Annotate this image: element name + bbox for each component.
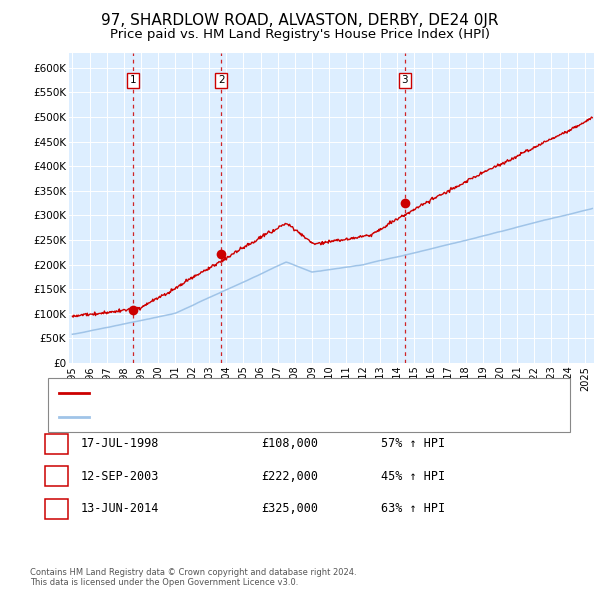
Text: 57% ↑ HPI: 57% ↑ HPI: [381, 437, 445, 450]
Text: 1: 1: [53, 437, 60, 450]
Text: 2: 2: [218, 75, 224, 85]
Text: 97, SHARDLOW ROAD, ALVASTON, DERBY, DE24 0JR: 97, SHARDLOW ROAD, ALVASTON, DERBY, DE24…: [101, 13, 499, 28]
Text: 13-JUN-2014: 13-JUN-2014: [81, 502, 160, 515]
Text: 17-JUL-1998: 17-JUL-1998: [81, 437, 160, 450]
Text: 97, SHARDLOW ROAD, ALVASTON, DERBY, DE24 0JR (detached house): 97, SHARDLOW ROAD, ALVASTON, DERBY, DE24…: [97, 388, 461, 398]
Text: Contains HM Land Registry data © Crown copyright and database right 2024.
This d: Contains HM Land Registry data © Crown c…: [30, 568, 356, 587]
Text: HPI: Average price, detached house, City of Derby: HPI: Average price, detached house, City…: [97, 412, 358, 422]
Text: 12-SEP-2003: 12-SEP-2003: [81, 470, 160, 483]
Text: £222,000: £222,000: [261, 470, 318, 483]
Text: £108,000: £108,000: [261, 437, 318, 450]
Text: Price paid vs. HM Land Registry's House Price Index (HPI): Price paid vs. HM Land Registry's House …: [110, 28, 490, 41]
Text: 3: 3: [53, 502, 60, 515]
Text: 1: 1: [130, 75, 136, 85]
Text: 3: 3: [401, 75, 408, 85]
Text: 2: 2: [53, 470, 60, 483]
Text: 63% ↑ HPI: 63% ↑ HPI: [381, 502, 445, 515]
Text: 45% ↑ HPI: 45% ↑ HPI: [381, 470, 445, 483]
Text: £325,000: £325,000: [261, 502, 318, 515]
